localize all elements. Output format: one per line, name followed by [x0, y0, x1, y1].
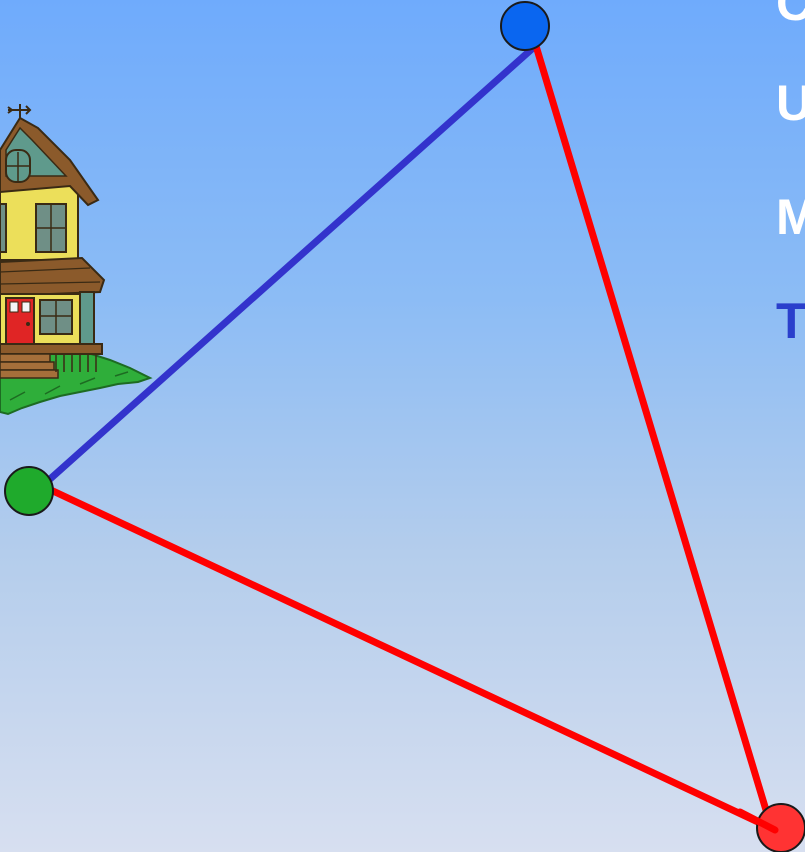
- side-text-4: T: [776, 293, 805, 349]
- green-point: [4, 466, 54, 516]
- side-text-2: U: [776, 75, 805, 131]
- porch-roof: [0, 256, 106, 298]
- red-point: [756, 803, 805, 852]
- edge-blue-to-red: [529, 32, 776, 834]
- side-text-1: C: [776, 0, 805, 31]
- edge-blue-to-green: [36, 44, 537, 492]
- house-clipart: [0, 104, 153, 416]
- side-text-3: M: [776, 189, 805, 245]
- edge-green-to-red: [32, 479, 779, 834]
- blue-point: [500, 1, 550, 51]
